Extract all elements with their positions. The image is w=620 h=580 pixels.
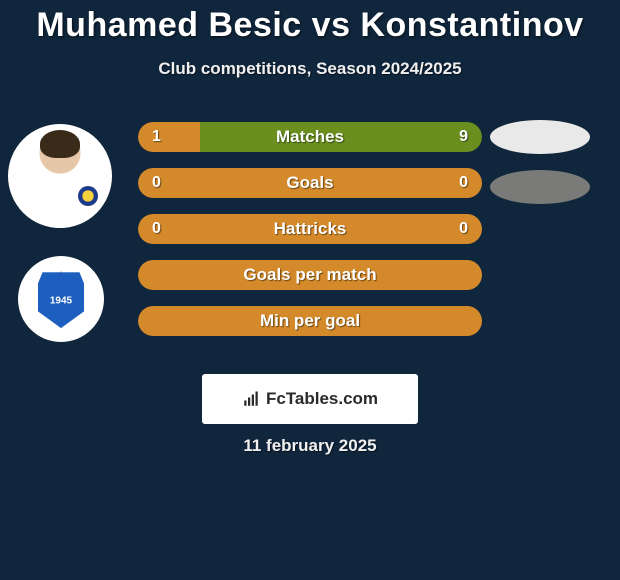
stat-bar: 19Matches bbox=[138, 122, 482, 152]
club-badge: ★ 1945 bbox=[18, 256, 104, 342]
bar-value-right: 9 bbox=[459, 122, 468, 152]
bar-track bbox=[138, 214, 482, 244]
player2-club-placeholder bbox=[490, 170, 590, 204]
subtitle: Club competitions, Season 2024/2025 bbox=[0, 59, 620, 79]
bar-track bbox=[138, 260, 482, 290]
bar-track bbox=[138, 168, 482, 198]
bar-value-right: 0 bbox=[459, 214, 468, 244]
bar-segment-left bbox=[138, 306, 482, 336]
stat-bar: 00Goals bbox=[138, 168, 482, 198]
bar-value-left: 0 bbox=[152, 168, 161, 198]
stat-bar: 00Hattricks bbox=[138, 214, 482, 244]
stat-bar: Goals per match bbox=[138, 260, 482, 290]
bar-value-left: 1 bbox=[152, 122, 161, 152]
stat-bars: 19Matches00Goals00HattricksGoals per mat… bbox=[138, 122, 482, 352]
bar-segment-left bbox=[138, 214, 482, 244]
bar-value-right: 0 bbox=[459, 168, 468, 198]
player2-avatar-placeholder bbox=[490, 120, 590, 154]
bar-segment-right bbox=[200, 122, 482, 152]
federation-badge-icon bbox=[78, 186, 98, 206]
player1-avatar bbox=[8, 124, 112, 228]
stat-bar: Min per goal bbox=[138, 306, 482, 336]
bar-track bbox=[138, 122, 482, 152]
bar-value-left: 0 bbox=[152, 214, 161, 244]
page-title: Muhamed Besic vs Konstantinov bbox=[0, 0, 620, 45]
date-label: 11 february 2025 bbox=[0, 436, 620, 456]
avatar-column: ★ 1945 bbox=[8, 124, 112, 370]
bar-segment-left bbox=[138, 122, 200, 152]
club-year: 1945 bbox=[50, 296, 72, 307]
bar-segment-left bbox=[138, 260, 482, 290]
chart-icon bbox=[242, 390, 260, 408]
bar-track bbox=[138, 306, 482, 336]
bar-segment-left bbox=[138, 168, 482, 198]
brand-label: FcTables.com bbox=[266, 389, 378, 409]
brand-badge[interactable]: FcTables.com bbox=[202, 374, 418, 424]
player2-avatar-column bbox=[490, 120, 602, 220]
